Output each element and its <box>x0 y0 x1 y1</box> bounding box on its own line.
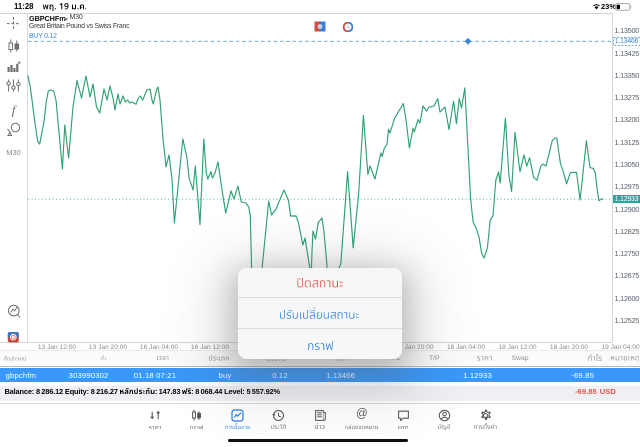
svg-text:f: f <box>12 103 18 118</box>
svg-text:M30: M30 <box>6 148 20 157</box>
